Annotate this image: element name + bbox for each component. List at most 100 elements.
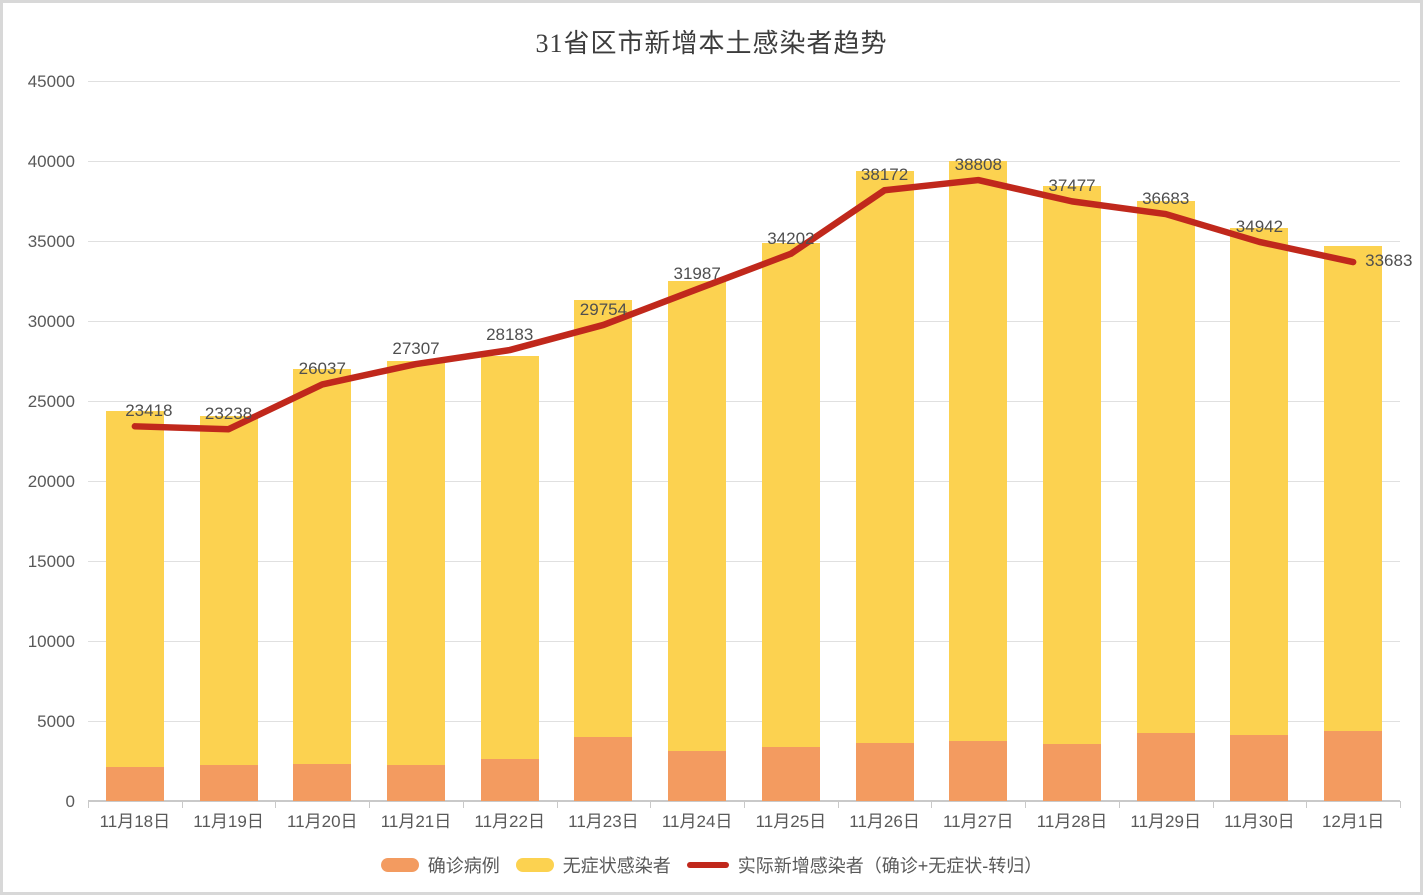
x-axis-label: 11月22日 xyxy=(474,812,545,831)
gridline xyxy=(88,721,1400,722)
bar-segment-asymptomatic xyxy=(1043,185,1101,745)
bar-segment-asymptomatic xyxy=(855,171,914,743)
data-label: 26037 xyxy=(298,359,346,379)
data-label: 34942 xyxy=(1235,216,1284,236)
bar-segment-asymptomatic xyxy=(1230,228,1289,736)
bar-segment-confirmed xyxy=(1136,733,1195,801)
y-axis-label: 30000 xyxy=(27,312,75,331)
x-axis-label: 11月20日 xyxy=(286,812,358,831)
bar-segment-confirmed xyxy=(480,758,539,801)
y-axis-label: 0 xyxy=(65,792,75,811)
bar-segment-asymptomatic xyxy=(949,161,1008,741)
bar-segment-confirmed xyxy=(574,737,633,801)
y-axis-label: 20000 xyxy=(27,472,75,491)
x-axis-label: 11月26日 xyxy=(849,812,920,831)
x-axis-tick xyxy=(1118,801,1120,808)
x-axis-tick xyxy=(462,801,464,808)
gridline xyxy=(88,321,1400,322)
data-label: 27307 xyxy=(392,339,440,359)
bar-segment-confirmed xyxy=(1043,744,1101,801)
bar-segment-asymptomatic xyxy=(668,281,727,752)
x-axis-tick xyxy=(650,801,652,808)
y-axis-label: 45000 xyxy=(27,72,75,91)
gridline xyxy=(88,401,1400,402)
x-axis-tick xyxy=(88,801,89,808)
x-axis-label: 11月18日 xyxy=(99,812,171,831)
bar-segment-confirmed xyxy=(668,751,727,801)
x-axis-label: 11月28日 xyxy=(1036,812,1108,831)
y-axis-label: 35000 xyxy=(27,232,75,251)
bar-segment-confirmed xyxy=(855,742,914,801)
bar-segment-confirmed xyxy=(105,767,164,801)
x-axis-label: 11月30日 xyxy=(1224,812,1295,831)
legend-line-swatch-icon xyxy=(686,862,729,868)
bar-segment-asymptomatic xyxy=(387,361,445,765)
data-label: 33683 xyxy=(1365,251,1413,271)
data-label: 36683 xyxy=(1142,189,1190,209)
bar-segment-asymptomatic xyxy=(761,242,820,747)
x-axis-label: 11月29日 xyxy=(1130,812,1201,831)
x-axis-tick xyxy=(837,801,839,808)
legend-bar-swatch-icon xyxy=(380,858,419,872)
bar-segment-asymptomatic xyxy=(105,411,164,768)
y-axis-label: 15000 xyxy=(27,552,75,571)
bar-segment-confirmed xyxy=(1230,735,1289,801)
x-axis-tick xyxy=(181,801,183,808)
bar-segment-asymptomatic xyxy=(480,356,539,759)
legend-item-trend: 实际新增感染者（确诊+无症状-转归） xyxy=(686,852,1043,878)
bar-segment-confirmed xyxy=(387,765,445,801)
x-axis-tick xyxy=(556,801,558,808)
x-axis-tick xyxy=(1306,801,1308,808)
gridline xyxy=(88,241,1400,242)
y-axis-label: 5000 xyxy=(37,712,75,731)
data-label: 23418 xyxy=(125,401,173,421)
bar-segment-confirmed xyxy=(761,746,820,801)
legend-item-confirmed: 确诊病例 xyxy=(380,852,500,878)
x-axis-label: 12月1日 xyxy=(1321,812,1385,831)
y-axis-label: 25000 xyxy=(27,392,75,411)
bar-segment-asymptomatic xyxy=(293,369,352,765)
gridline xyxy=(88,81,1400,82)
bar-segment-asymptomatic xyxy=(1136,201,1195,733)
data-label: 38172 xyxy=(860,165,909,185)
x-axis-tick xyxy=(1025,801,1027,808)
x-axis-label: 11月27日 xyxy=(942,812,1014,831)
x-axis-label: 11月25日 xyxy=(755,812,827,831)
data-label: 37477 xyxy=(1048,176,1096,196)
legend-bar-swatch-icon xyxy=(515,858,554,872)
y-axis-label: 10000 xyxy=(27,632,75,651)
bar-segment-confirmed xyxy=(949,741,1008,801)
x-axis-tick xyxy=(1400,801,1401,808)
data-label: 23238 xyxy=(204,404,253,424)
legend-label: 确诊病例 xyxy=(427,856,500,876)
x-axis-tick xyxy=(744,801,745,808)
x-axis-label: 11月21日 xyxy=(380,812,452,831)
bar-segment-confirmed xyxy=(293,764,352,801)
chart-title: 31省区市新增本土感染者趋势 xyxy=(535,29,888,58)
gridline xyxy=(88,641,1400,642)
x-axis-tick xyxy=(369,801,371,808)
bar-segment-asymptomatic xyxy=(1324,245,1383,732)
data-label: 28183 xyxy=(486,325,534,345)
legend-label: 无症状感染者 xyxy=(562,856,671,876)
bar-segment-asymptomatic xyxy=(574,300,633,737)
x-axis-label: 11月23日 xyxy=(568,812,639,831)
x-axis-tick xyxy=(275,801,277,808)
data-label: 34202 xyxy=(767,228,815,248)
x-axis-label: 11月24日 xyxy=(661,812,733,831)
data-label: 38808 xyxy=(954,155,1002,175)
y-axis-label: 40000 xyxy=(27,152,75,171)
legend-item-asymptomatic: 无症状感染者 xyxy=(515,852,671,878)
bar-segment-asymptomatic xyxy=(199,416,258,765)
data-label: 29754 xyxy=(579,299,628,319)
gridline xyxy=(88,161,1400,162)
x-axis-label: 11月19日 xyxy=(193,812,264,831)
x-axis-tick xyxy=(1212,801,1214,808)
bar-segment-confirmed xyxy=(199,765,258,801)
bar-segment-confirmed xyxy=(1324,731,1383,801)
data-label: 31987 xyxy=(673,264,721,284)
legend-label: 实际新增感染者（确诊+无症状-转归） xyxy=(737,856,1043,876)
x-axis-tick xyxy=(931,801,933,808)
gridline xyxy=(88,481,1400,482)
